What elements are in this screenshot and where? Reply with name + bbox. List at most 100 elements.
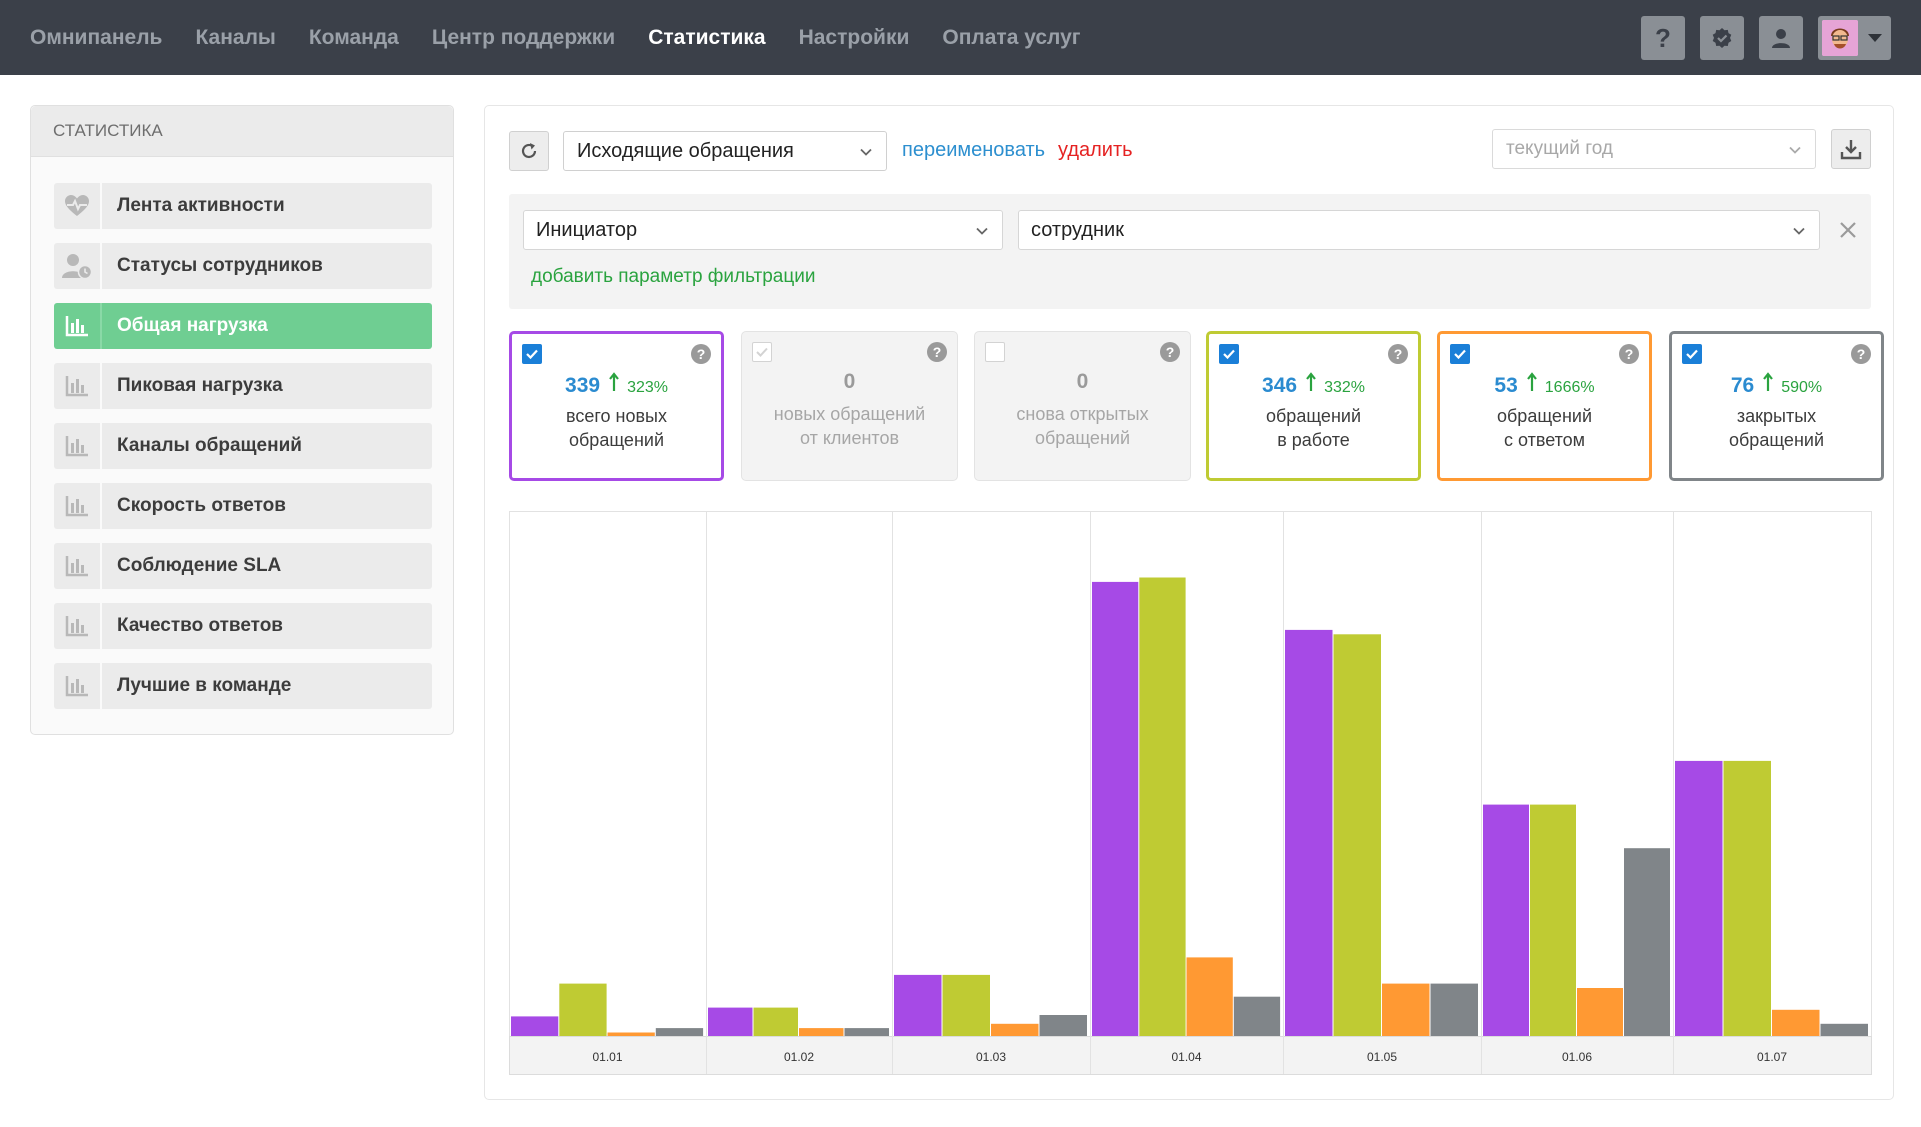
sidebar-item-total-load[interactable]: Общая нагрузка <box>54 303 432 349</box>
bar-01.02-s1[interactable] <box>753 1007 799 1036</box>
download-button[interactable] <box>1831 129 1871 169</box>
nav-item-team[interactable]: Команда <box>308 25 399 49</box>
metric-card-answered[interactable]: ? 53 1666% обращений с ответом <box>1437 331 1652 481</box>
x-axis-band <box>509 1036 1872 1075</box>
question-icon[interactable]: ? <box>927 342 947 362</box>
filter-value-select[interactable]: сотрудник <box>1018 210 1820 250</box>
card-value: 76 <box>1730 374 1755 397</box>
card-label-line2: с ответом <box>1503 430 1586 450</box>
metric-card-in-work[interactable]: ? 346 332% обращений в работе <box>1206 331 1421 481</box>
card-checkbox[interactable] <box>522 344 542 364</box>
question-icon: ? <box>1655 22 1671 53</box>
card-checkbox[interactable] <box>1682 344 1702 364</box>
question-icon[interactable]: ? <box>691 344 711 364</box>
bar-01.03-s0[interactable] <box>894 974 942 1036</box>
sidebar-item-label: Статусы сотрудников <box>117 255 323 276</box>
bar-01.05-s2[interactable] <box>1382 983 1430 1036</box>
sidebar-item-label: Лучшие в команде <box>117 675 292 696</box>
help-button[interactable]: ? <box>1641 16 1685 60</box>
card-checkbox[interactable] <box>985 342 1005 362</box>
question-icon[interactable]: ? <box>1619 344 1639 364</box>
status-button[interactable] <box>1700 16 1744 60</box>
question-icon[interactable]: ? <box>1160 342 1180 362</box>
sidebar-item-sla[interactable]: Соблюдение SLA <box>54 543 432 589</box>
sidebar-item-channels[interactable]: Каналы обращений <box>54 423 432 469</box>
bar-01.06-s3[interactable] <box>1624 848 1670 1036</box>
card-label-line2: обращений <box>1034 428 1130 448</box>
card-checkbox[interactable] <box>1219 344 1239 364</box>
filter-box: Инициатор сотрудник добавить параметр фи… <box>509 194 1871 309</box>
sidebar-item-team-leaders[interactable]: Лучшие в команде <box>54 663 432 709</box>
bar-01.02-s3[interactable] <box>844 1028 890 1036</box>
bar-01.01-s0[interactable] <box>511 1016 559 1036</box>
top-actions: ? <box>1626 16 1891 60</box>
nav-item-channels[interactable]: Каналы <box>195 25 276 49</box>
bar-01.05-s3[interactable] <box>1430 983 1479 1036</box>
bar-chart-icon <box>65 616 88 637</box>
bar-01.06-s2[interactable] <box>1577 988 1623 1036</box>
refresh-button[interactable] <box>509 131 549 171</box>
card-percent: 332% <box>1324 379 1365 396</box>
card-checkbox[interactable] <box>752 342 772 362</box>
question-icon[interactable]: ? <box>1388 344 1408 364</box>
question-icon[interactable]: ? <box>1851 344 1871 364</box>
nav-item-settings[interactable]: Настройки <box>798 25 910 49</box>
bar-01.01-s3[interactable] <box>655 1028 704 1036</box>
statistics-sidebar: СТАТИСТИКА Лента активности Статусы сотр <box>30 105 454 735</box>
metric-card-total-new[interactable]: ? 339 323% всего новых обращений <box>509 331 724 481</box>
profile-button[interactable] <box>1759 16 1803 60</box>
bar-01.02-s2[interactable] <box>799 1028 844 1036</box>
bar-01.03-s2[interactable] <box>991 1023 1039 1036</box>
delete-link[interactable]: удалить <box>1058 139 1133 161</box>
bar-01.07-s0[interactable] <box>1675 760 1723 1036</box>
filter-param-select[interactable]: Инициатор <box>523 210 1003 250</box>
close-icon[interactable] <box>1835 217 1861 243</box>
nav-item-statistics[interactable]: Статистика <box>648 25 766 49</box>
period-select[interactable]: текущий год <box>1492 129 1816 169</box>
nav-item-support-center[interactable]: Центр поддержки <box>431 25 616 49</box>
bar-01.04-s3[interactable] <box>1233 996 1281 1036</box>
bar-01.07-s3[interactable] <box>1820 1023 1869 1036</box>
sidebar-item-response-quality[interactable]: Качество ответов <box>54 603 432 649</box>
bar-01.05-s1[interactable] <box>1333 634 1382 1036</box>
nav-item-billing[interactable]: Оплата услуг <box>942 25 1081 49</box>
bar-01.03-s1[interactable] <box>942 974 991 1036</box>
add-filter-link[interactable]: добавить параметр фильтрации <box>531 266 816 287</box>
bar-01.07-s2[interactable] <box>1772 1009 1820 1036</box>
bar-01.04-s0[interactable] <box>1092 581 1139 1036</box>
bar-01.04-s1[interactable] <box>1139 577 1186 1037</box>
checkmark-icon <box>1454 349 1466 360</box>
account-menu-button[interactable] <box>1818 16 1891 60</box>
bar-01.06-s1[interactable] <box>1530 804 1576 1036</box>
metric-card-new-from-clients[interactable]: ? 0 новых обращений от клиентов <box>741 331 958 481</box>
sidebar-item-activity-feed[interactable]: Лента активности <box>54 183 432 229</box>
x-tick-label: 01.01 <box>592 1050 622 1064</box>
rename-link[interactable]: переименовать <box>902 139 1046 161</box>
card-label-line1: закрытых <box>1736 406 1817 426</box>
card-value: 53 <box>1494 374 1518 397</box>
bar-01.04-s2[interactable] <box>1186 957 1233 1036</box>
bar-01.03-s3[interactable] <box>1039 1015 1088 1036</box>
check-badge-icon <box>1712 28 1732 48</box>
metric-cards: ? 339 323% всего новых обращений ? 0 нов… <box>509 331 1884 481</box>
card-label-line1: снова открытых <box>1016 404 1149 424</box>
bar-01.01-s2[interactable] <box>607 1032 655 1037</box>
sidebar-item-peak-load[interactable]: Пиковая нагрузка <box>54 363 432 409</box>
bar-01.05-s0[interactable] <box>1285 629 1333 1036</box>
nav-item-omnipanel[interactable]: Омнипанель <box>30 25 163 49</box>
bar-01.02-s0[interactable] <box>708 1007 753 1036</box>
chevron-down-icon <box>976 227 988 235</box>
x-tick-label: 01.02 <box>784 1050 814 1064</box>
bar-01.06-s0[interactable] <box>1483 804 1529 1036</box>
bar-01.07-s1[interactable] <box>1723 760 1772 1036</box>
heartbeat-icon <box>65 195 89 216</box>
bar-chart-icon <box>65 556 88 577</box>
sidebar-item-response-speed[interactable]: Скорость ответов <box>54 483 432 529</box>
metric-card-closed[interactable]: ? 76 590% закрытых обращений <box>1669 331 1884 481</box>
metric-card-reopened[interactable]: ? 0 снова открытых обращений <box>974 331 1191 481</box>
report-select[interactable]: Исходящие обращения <box>563 131 887 171</box>
bar-01.01-s1[interactable] <box>559 983 607 1036</box>
sidebar-item-employee-statuses[interactable]: Статусы сотрудников <box>54 243 432 289</box>
card-checkbox[interactable] <box>1450 344 1470 364</box>
card-percent: 323% <box>627 379 668 396</box>
